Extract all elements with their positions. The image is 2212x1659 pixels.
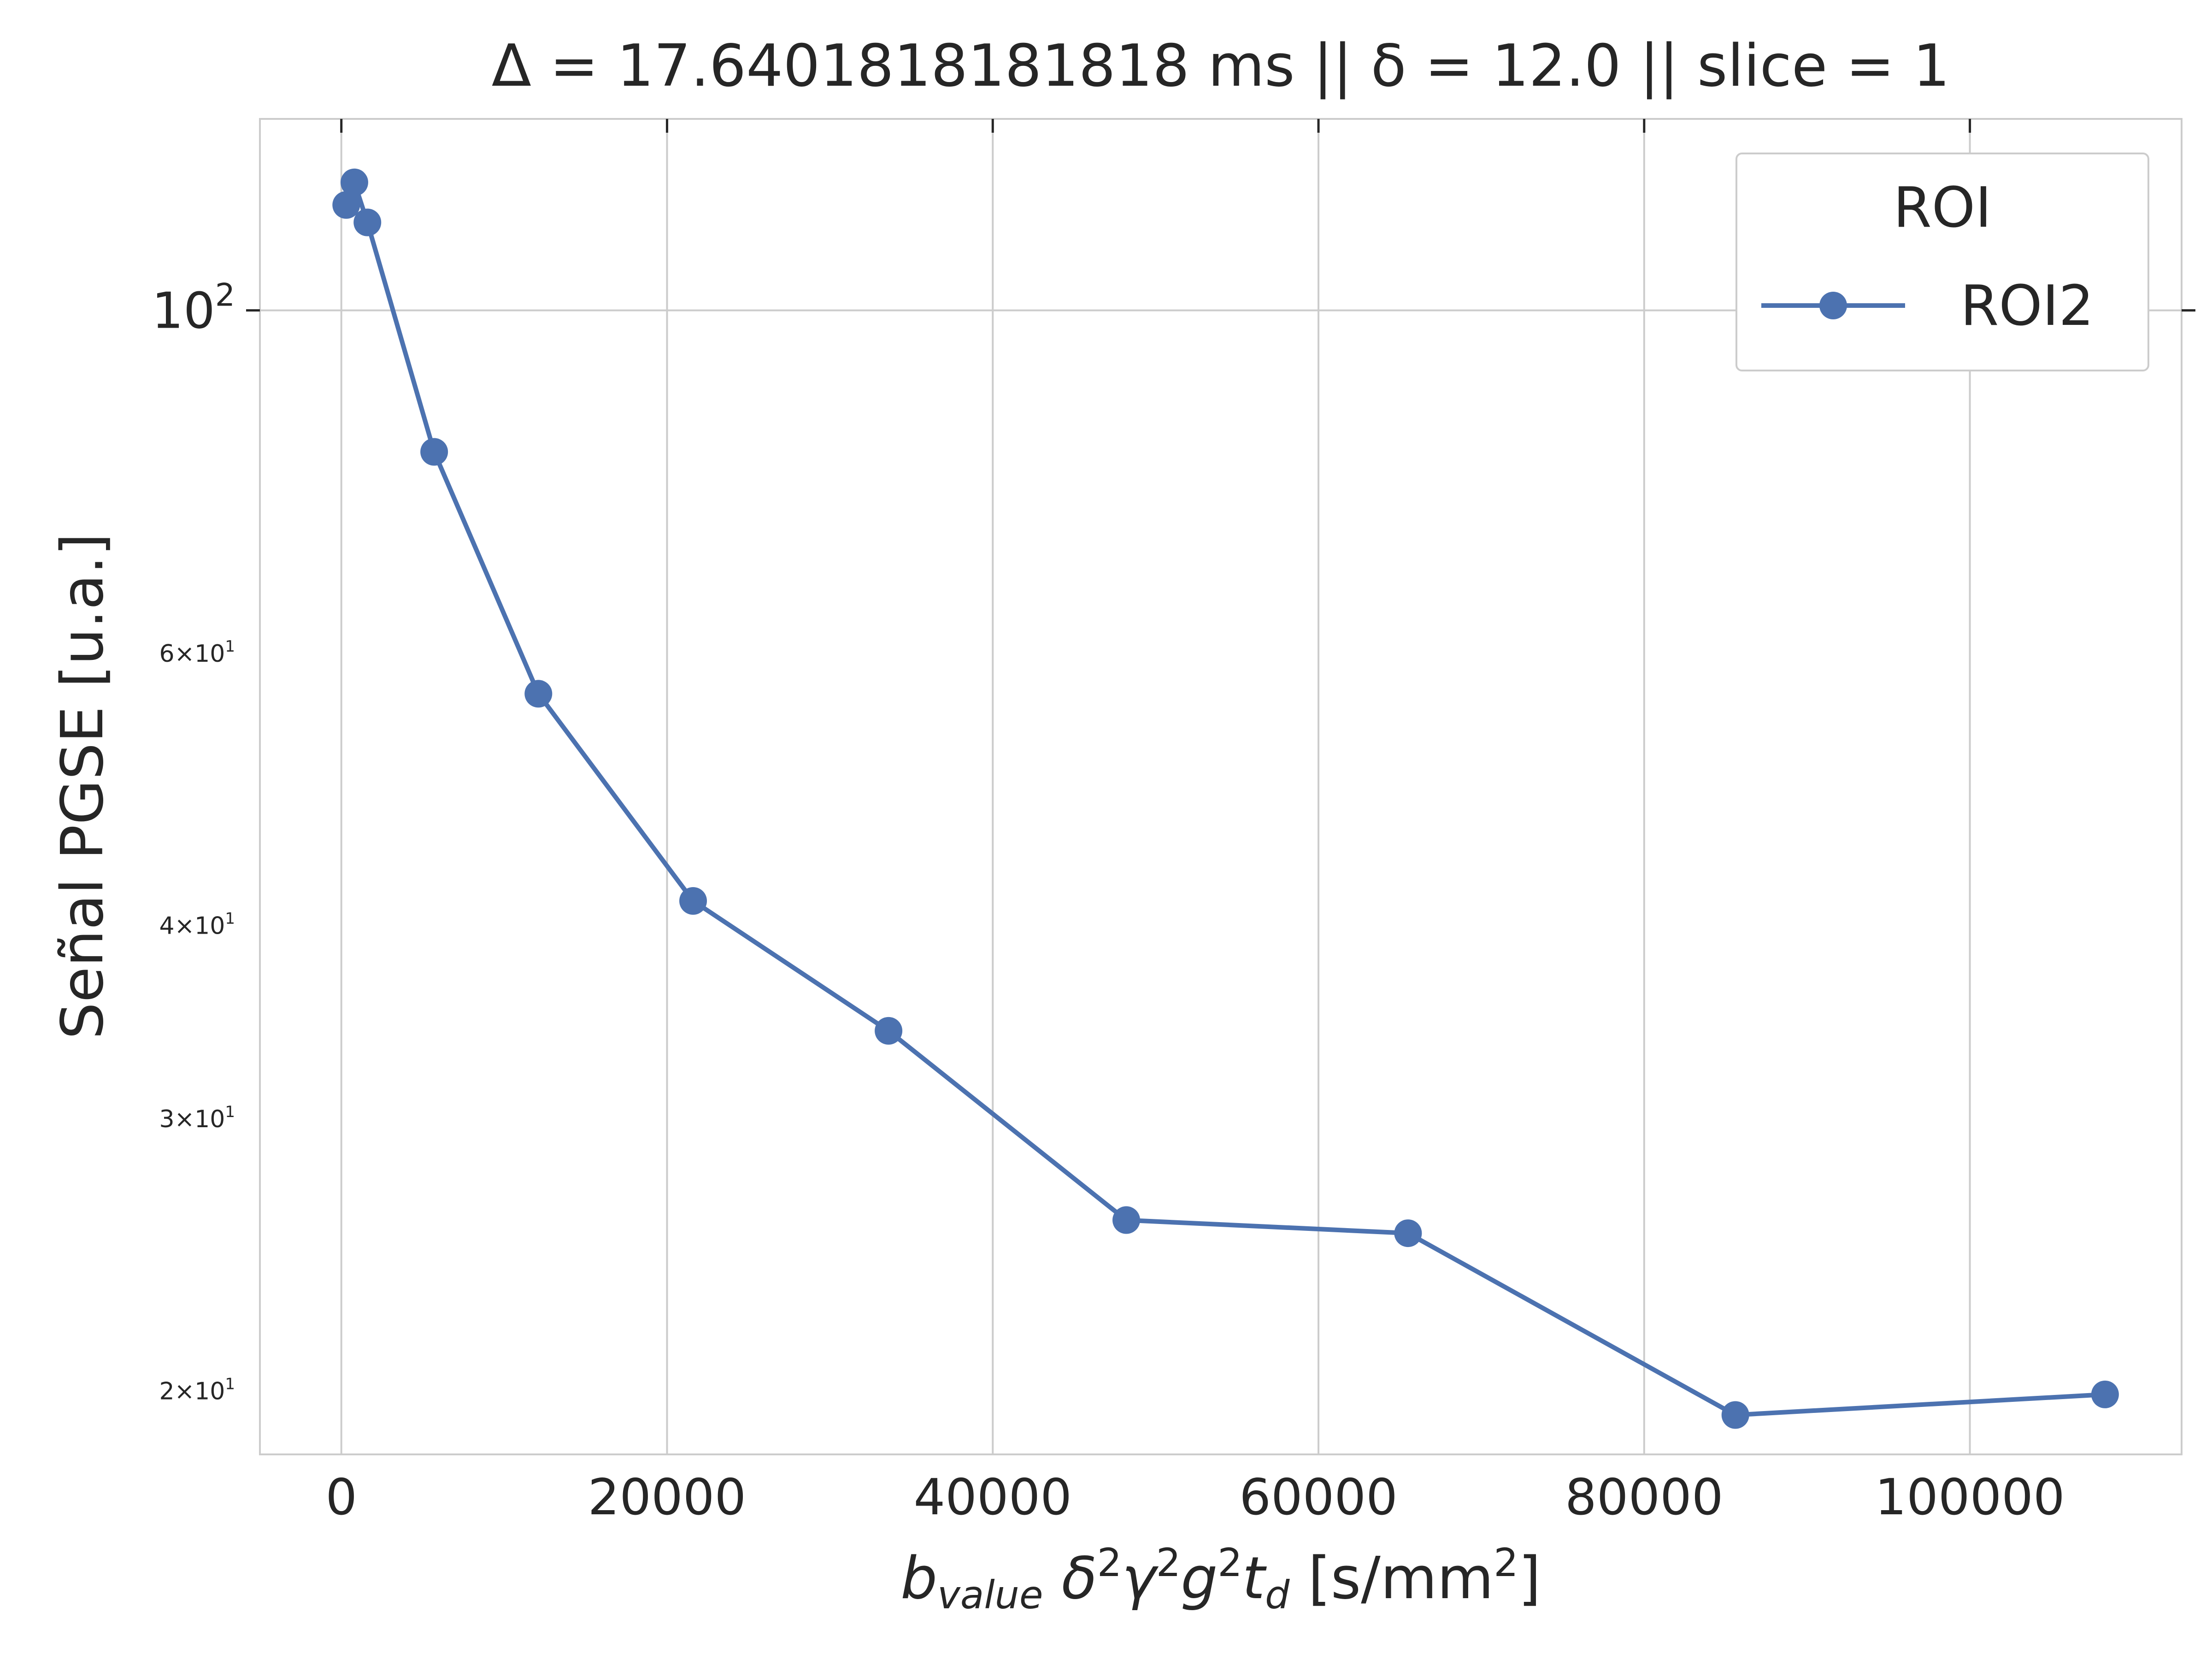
y-minor-tick-label: 4×101: [159, 910, 235, 940]
data-point-roi2: [332, 191, 360, 219]
x-tick-label: 40000: [913, 1469, 1072, 1526]
x-tick-label: 60000: [1239, 1469, 1398, 1526]
series-layer: [332, 168, 2119, 1429]
data-point-roi2: [679, 887, 707, 915]
x-tick-label: 20000: [588, 1469, 747, 1526]
data-point-roi2: [1112, 1206, 1141, 1234]
y-major-tick-label: 102: [152, 277, 235, 340]
y-axis-label: Señal PGSE [u.a.]: [48, 533, 116, 1039]
legend-title: ROI: [1893, 176, 1991, 240]
y-minor-tick-label: 3×101: [159, 1103, 235, 1133]
data-point-roi2: [420, 438, 448, 466]
x-tick-label: 100000: [1875, 1469, 2065, 1526]
y-minor-tick-label: 2×101: [159, 1375, 235, 1406]
x-tick-label: 0: [325, 1469, 357, 1526]
legend: ROI ROI2: [1735, 153, 2149, 371]
y-minor-tick-label: 6×101: [159, 637, 235, 668]
plot-frame: [259, 118, 2183, 1455]
x-tick-label: 80000: [1565, 1469, 1724, 1526]
data-point-roi2: [340, 168, 368, 196]
legend-label-roi2: ROI2: [1960, 274, 2094, 338]
data-point-roi2: [875, 1017, 903, 1045]
data-point-roi2: [524, 680, 553, 708]
chart-title: Δ = 17.6401818181818 ms || δ = 12.0 || s…: [492, 32, 1950, 100]
x-axis-label: bvalue δ2γ2g2td [s/mm2]: [900, 1540, 1541, 1618]
data-point-roi2: [2091, 1380, 2119, 1408]
data-point-roi2: [1721, 1401, 1749, 1429]
legend-marker-roi2: [1819, 292, 1847, 319]
data-point-roi2: [353, 208, 382, 236]
tick-layer: 0 20000 40000 60000 80000 100000 102 6×101 4×101…: [152, 119, 2195, 1526]
data-point-roi2: [1394, 1219, 1422, 1247]
